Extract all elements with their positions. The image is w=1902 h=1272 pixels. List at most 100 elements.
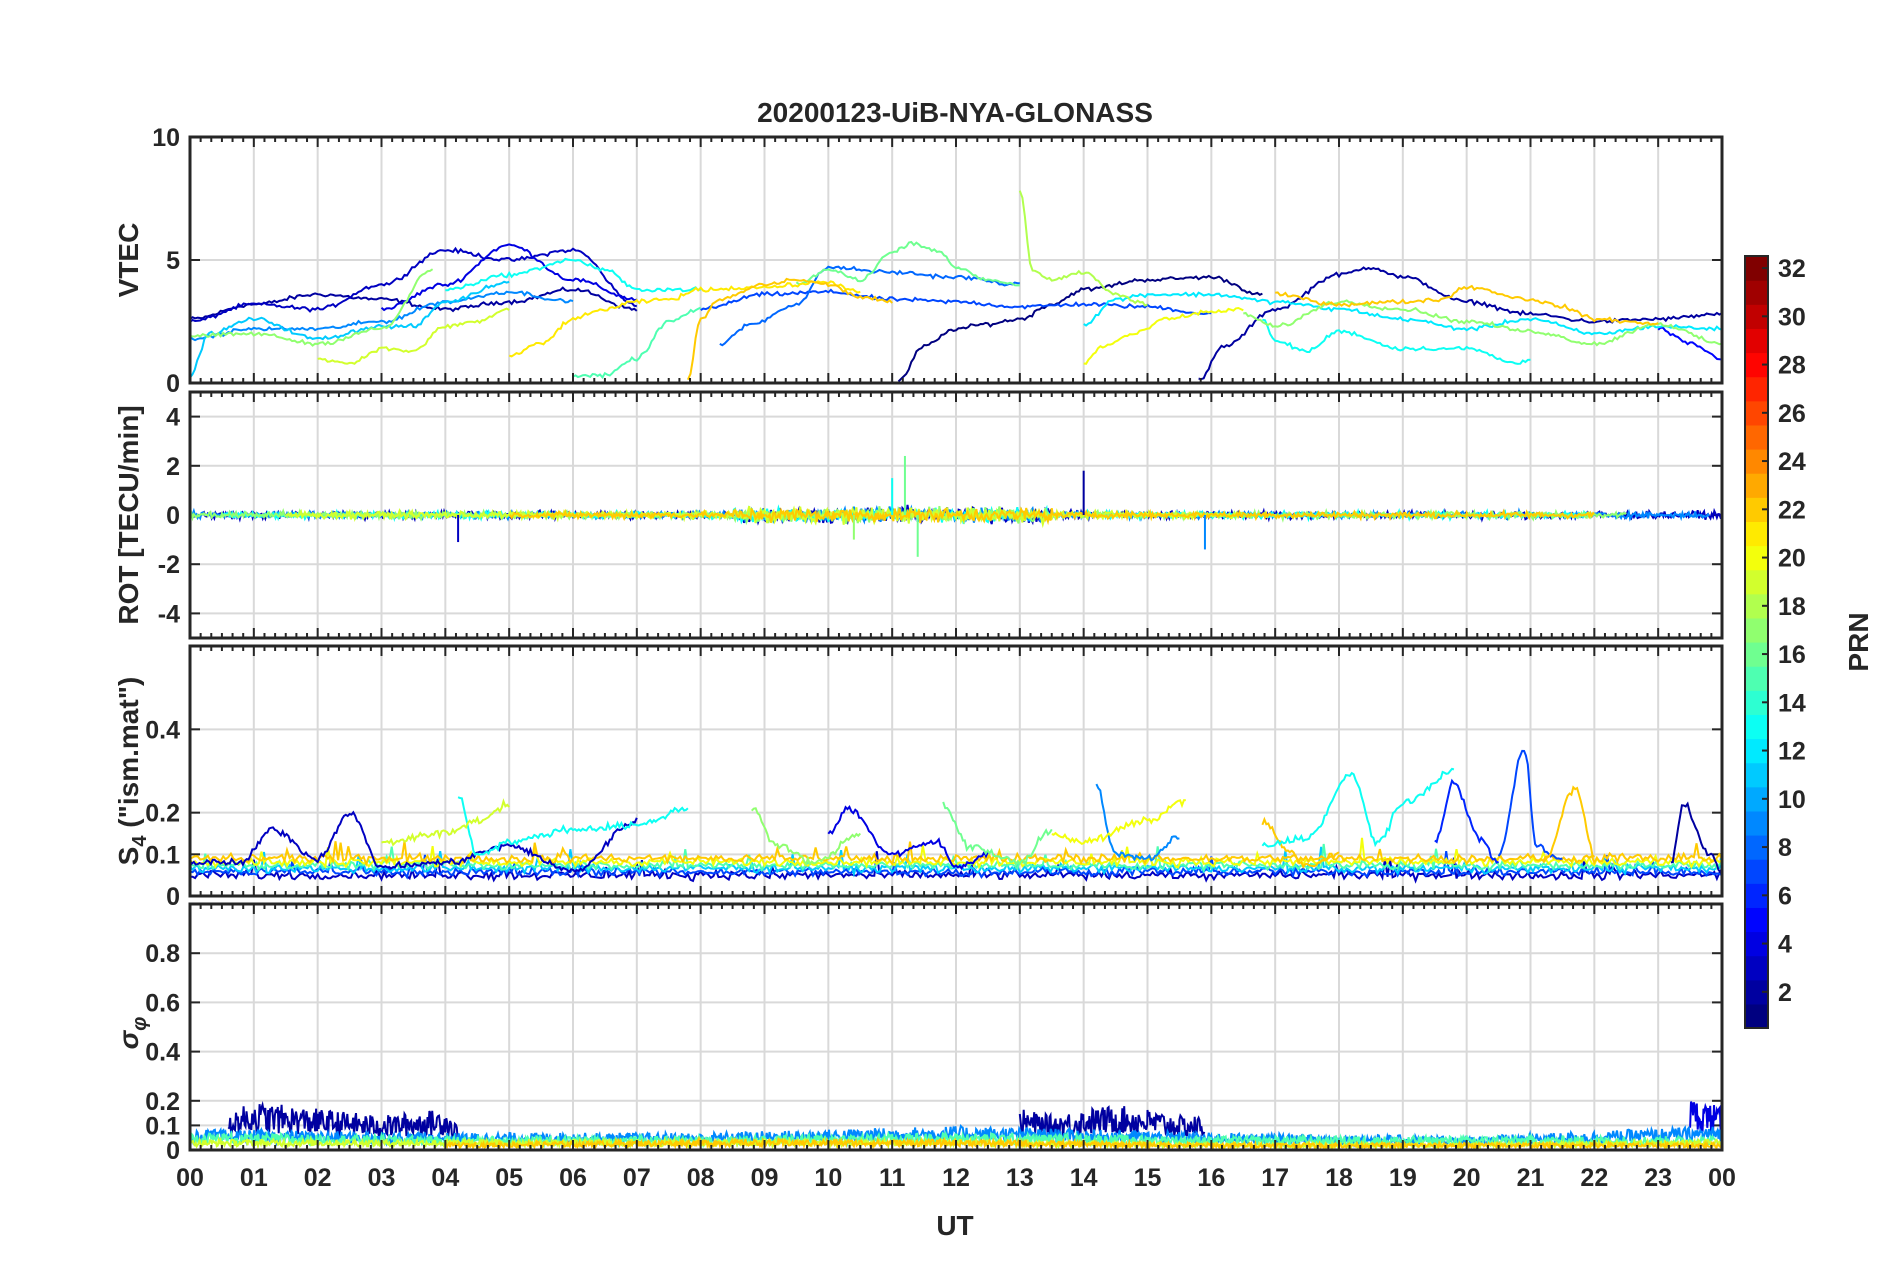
- colorbar-segment: [1745, 569, 1768, 595]
- colorbar-segment: [1745, 449, 1768, 474]
- vtec-series-prn-4: [380, 243, 638, 312]
- colorbar-tick-label: 10: [1778, 786, 1806, 814]
- colorbar-segment: [1745, 738, 1768, 764]
- x-tick-label: 10: [814, 1164, 842, 1192]
- colorbar-segment: [1745, 1003, 1768, 1029]
- y-tick-label: 4: [166, 404, 180, 432]
- s4-series-prn-17: [750, 807, 862, 867]
- x-tick-label: 11: [879, 1164, 906, 1192]
- panel-frame: [188, 644, 1724, 898]
- y-tick-label: 0.2: [145, 800, 180, 828]
- colorbar-segment: [1745, 859, 1768, 884]
- colorbar-segment: [1745, 762, 1768, 788]
- vtec-series-prn-21: [508, 280, 861, 358]
- colorbar-segment: [1745, 617, 1768, 643]
- rot-series-prn-22: [508, 506, 1595, 526]
- colorbar-segment: [1745, 979, 1768, 1005]
- sigma-phi-series-prn-15: [189, 1129, 1723, 1149]
- x-tick-label: 17: [1261, 1164, 1289, 1192]
- data-lines: [189, 749, 1723, 884]
- panel-1: 0 5 10 VTEC: [113, 124, 1724, 398]
- colorbar-segment: [1745, 400, 1768, 426]
- colorbar-segment: [1745, 473, 1768, 498]
- sigma-phi-series-prn-4: [1689, 1101, 1723, 1133]
- y-tick-label: 5: [166, 247, 180, 275]
- x-tick-label: 00: [176, 1164, 204, 1192]
- s4-series-prn-22: [1261, 816, 1340, 869]
- x-tick-label: 20: [1453, 1164, 1481, 1192]
- vtec-series-prn-8: [719, 265, 1020, 347]
- colorbar-segment: [1745, 545, 1768, 571]
- colorbar-segment: [1745, 642, 1768, 667]
- colorbar-tick-label: 32: [1778, 255, 1806, 283]
- x-tick-label: 05: [495, 1164, 523, 1192]
- panel-frame: [188, 135, 1724, 385]
- vtec-series-prn-9: [189, 290, 574, 342]
- s4-series-prn-9: [1095, 783, 1180, 862]
- colorbar-segment: [1745, 810, 1768, 836]
- x-tick-label: 03: [368, 1164, 396, 1192]
- vtec-series-prn-17: [1243, 299, 1723, 347]
- data-lines: [189, 190, 1723, 383]
- y-tick-label: 0.6: [145, 989, 180, 1017]
- colorbar-tick-label: 14: [1778, 689, 1806, 717]
- x-tick-label: 08: [687, 1164, 715, 1192]
- colorbar-tick-label: 28: [1778, 352, 1806, 380]
- colorbar-segment: [1745, 883, 1768, 908]
- y-tick-label: 0: [166, 883, 180, 911]
- x-tick-label: 02: [304, 1164, 332, 1192]
- x-tick-label: 15: [1134, 1164, 1162, 1192]
- vtec-series-prn-2: [1198, 266, 1723, 381]
- x-tick-label: 19: [1389, 1164, 1417, 1192]
- panel-3: 0 0.1 0.2 0.4S4 ("ism.mat"): [113, 644, 1724, 911]
- s4-series-prn-7: [1497, 749, 1563, 861]
- x-tick-label: 21: [1517, 1164, 1545, 1192]
- x-tick-label: 07: [623, 1164, 651, 1192]
- vtec-series-prn-15: [572, 306, 702, 380]
- colorbar-segment: [1745, 424, 1768, 450]
- y-tick-label: 0.1: [145, 841, 180, 869]
- y-tick-label: 0.2: [145, 1088, 180, 1116]
- vtec-series-prn-7: [700, 288, 1212, 316]
- x-tick-label: 09: [751, 1164, 779, 1192]
- x-axis-label: UT: [936, 1210, 973, 1241]
- s4-baseline-prn-7: [189, 850, 1723, 880]
- s4-series-prn-22: [1542, 785, 1595, 864]
- vtec-series-prn-20: [1083, 306, 1244, 365]
- vtec-series-prn-22: [686, 277, 893, 381]
- colorbar-tick-label: 30: [1778, 303, 1806, 331]
- s4-series-prn-6: [1434, 778, 1499, 864]
- vtec-series-prn-11: [189, 280, 510, 379]
- x-tick-label: 13: [1006, 1164, 1034, 1192]
- vtec-series-prn-1: [897, 274, 1263, 383]
- s4-series-prn-13: [457, 796, 689, 857]
- colorbar-label: PRN: [1843, 612, 1874, 671]
- colorbar-segment: [1745, 304, 1768, 329]
- colorbar-segment: [1745, 256, 1768, 281]
- vtec-series-prn-18: [1018, 190, 1148, 307]
- panel-frame: [188, 390, 1724, 640]
- s4-series-prn-13: [1261, 767, 1455, 848]
- vtec-series-prn-16: [795, 240, 1020, 287]
- chart-title: 20200123-UiB-NYA-GLONASS: [757, 97, 1153, 128]
- colorbar-segment: [1745, 690, 1768, 715]
- x-tick-label: 14: [1070, 1164, 1098, 1192]
- colorbar-tick-label: 16: [1778, 641, 1806, 669]
- x-tick-label: 23: [1644, 1164, 1672, 1192]
- colorbar-tick-label: 26: [1778, 400, 1806, 428]
- colorbar-segment: [1745, 835, 1768, 860]
- colorbar-frame: [1744, 255, 1769, 1029]
- vtec-series-prn-13: [1262, 318, 1531, 365]
- colorbar-segment: [1745, 666, 1768, 691]
- x-tick-label: 16: [1197, 1164, 1225, 1192]
- colorbar-segment: [1745, 376, 1768, 402]
- colorbar-segment: [1745, 714, 1768, 740]
- vtec-series-prn-12: [1083, 291, 1723, 336]
- vtec-series-prn-3: [189, 246, 637, 323]
- colorbar-segment: [1745, 521, 1768, 547]
- colorbar-segment: [1745, 328, 1768, 354]
- x-tick-label: 18: [1325, 1164, 1353, 1192]
- colorbar-tick-label: 20: [1778, 545, 1806, 573]
